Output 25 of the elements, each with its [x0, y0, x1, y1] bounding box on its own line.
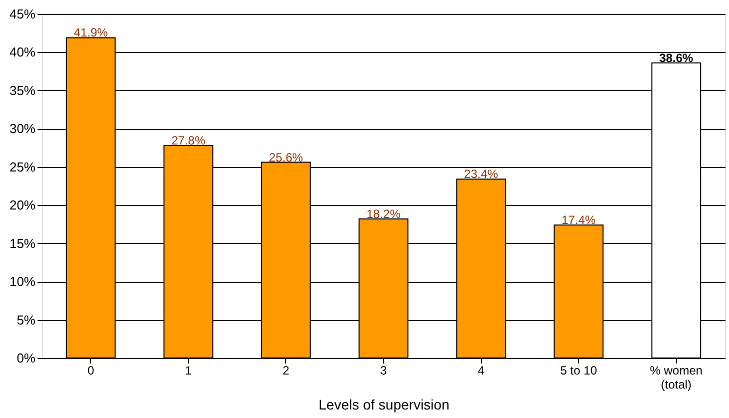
- x-axis-title: Levels of supervision: [318, 396, 450, 412]
- data-label: 17.4%: [562, 212, 596, 227]
- y-tick-label: 20%: [9, 198, 36, 213]
- x-tick-label: % women (total): [650, 364, 703, 392]
- data-label: 23.4%: [464, 167, 498, 182]
- x-tick-label: 1: [185, 364, 192, 378]
- data-label: 25.6%: [268, 150, 304, 164]
- data-label: 41.9%: [74, 26, 108, 40]
- y-tick-label: 45%: [9, 6, 36, 22]
- x-tick-label: 3: [380, 364, 388, 378]
- x-tick-label: 4: [478, 364, 485, 378]
- data-label: 27.8%: [171, 133, 206, 148]
- y-tick-label: 5%: [16, 312, 36, 328]
- x-tick-label: 2: [282, 364, 290, 378]
- y-tick-label: 0%: [16, 350, 36, 366]
- y-tick-label: 25%: [9, 159, 36, 174]
- y-tick-label: 15%: [9, 236, 36, 251]
- y-tick-label: 10%: [9, 274, 36, 290]
- y-tick-label: 30%: [9, 121, 36, 136]
- x-tick-label: 0: [87, 364, 94, 378]
- data-label: 38.6%: [659, 50, 694, 65]
- x-tick-label: 5 to 10: [560, 364, 598, 378]
- data-label: 18.2%: [366, 206, 401, 221]
- y-tick-label: 40%: [9, 44, 36, 60]
- y-tick-label: 35%: [9, 82, 36, 98]
